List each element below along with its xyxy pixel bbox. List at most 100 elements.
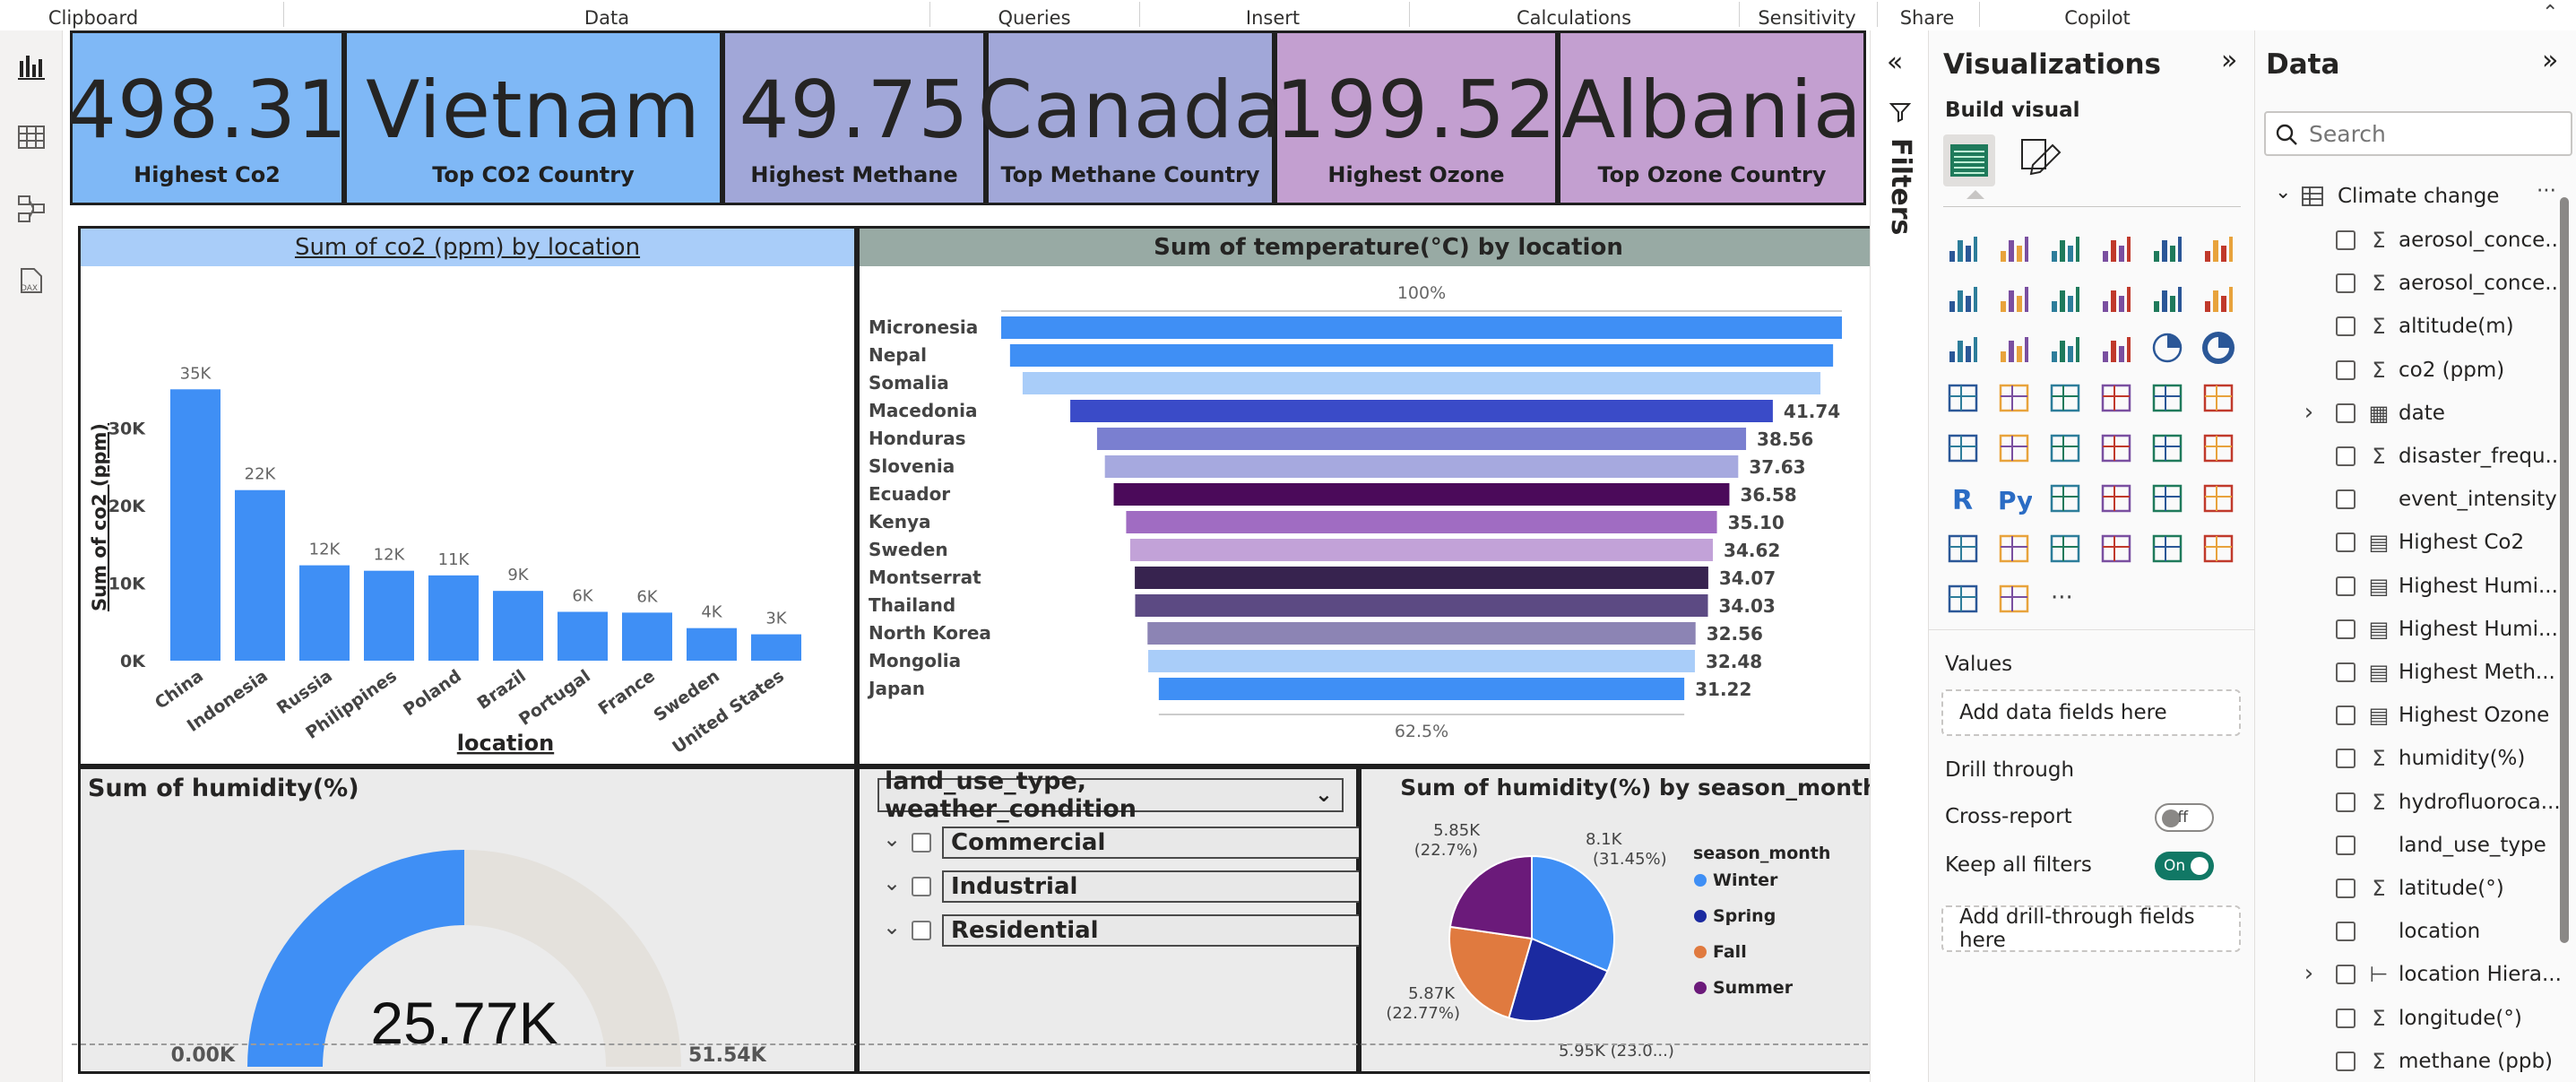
cross-report-toggle[interactable]: Off [2155, 803, 2214, 832]
field-row[interactable]: ▤ Highest Meth... [2255, 651, 2576, 694]
slicer-icon[interactable] [2098, 430, 2134, 466]
checkbox[interactable] [2336, 273, 2356, 294]
checkbox[interactable] [2336, 359, 2356, 380]
co2-by-location-chart[interactable]: Sum of co2 (ppm) by location Sum of co2 … [78, 226, 857, 766]
checkbox[interactable] [2336, 965, 2356, 985]
matrix-icon[interactable] [2200, 430, 2236, 466]
clustered-bar-icon[interactable] [2047, 229, 2083, 265]
more-visuals-icon[interactable]: ··· [2051, 584, 2073, 611]
table-view-icon[interactable] [11, 117, 52, 158]
slicer-item[interactable]: ⌄ Residential [877, 914, 1408, 948]
temperature-funnel-chart[interactable]: Sum of temperature(°C) by location 100% M… [857, 226, 1920, 766]
checkbox[interactable] [2336, 1051, 2356, 1071]
kpi-card[interactable]: 49.75 Highest Methane [722, 30, 986, 205]
r-visual-icon[interactable]: R [1945, 480, 1981, 516]
land-use-slicer[interactable]: land_use_type, weather_condition ⌄ ⌄ Comm… [857, 766, 1408, 1074]
kpi-card[interactable]: 199.52 Highest Ozone [1275, 30, 1558, 205]
kpi-card[interactable]: 498.31 Highest Co2 [66, 30, 347, 205]
checkbox[interactable] [2336, 446, 2356, 466]
100-area-icon[interactable] [2098, 280, 2134, 316]
checkbox[interactable] [2336, 1008, 2356, 1028]
paginated-report-icon[interactable] [1996, 531, 2032, 567]
scrollbar[interactable] [2560, 197, 2569, 943]
scatter-icon[interactable] [2098, 330, 2134, 366]
card-icon[interactable] [1945, 430, 1981, 466]
clustered-column-icon[interactable] [2098, 229, 2134, 265]
arcgis-icon[interactable] [2200, 531, 2236, 567]
line-chart-icon[interactable] [1945, 280, 1981, 316]
power-automate-icon[interactable] [2098, 531, 2134, 567]
key-influencers-icon[interactable] [2047, 480, 2083, 516]
100-column-icon[interactable] [2200, 229, 2236, 265]
report-view-icon[interactable] [11, 47, 52, 88]
checkbox[interactable] [2336, 705, 2356, 726]
stacked-column-icon[interactable] [1996, 229, 2032, 265]
format-visual-icon[interactable] [2017, 136, 2063, 188]
shape-map-icon[interactable] [2098, 380, 2134, 416]
checkbox[interactable] [912, 877, 931, 896]
field-row[interactable]: location [2255, 910, 2576, 953]
expand-filters-icon[interactable]: « [1887, 47, 1904, 78]
checkbox[interactable] [2336, 489, 2356, 510]
checkbox[interactable] [2336, 749, 2356, 769]
power-apps-icon[interactable] [2047, 531, 2083, 567]
humidity-by-season-pie[interactable]: Sum of humidity(%) by season_month 8.1K(… [1359, 766, 1920, 1074]
humidity-gauge[interactable]: Sum of humidity(%) 25.77K 0.00K 51.54K [78, 766, 857, 1074]
field-row[interactable]: ▤ Highest Ozone [2255, 694, 2576, 737]
fabric-icon[interactable] [1945, 581, 1981, 617]
map-icon[interactable] [1996, 380, 2032, 416]
table-icon[interactable] [2149, 430, 2185, 466]
checkbox[interactable] [2336, 835, 2356, 855]
drill-through-drop-zone[interactable]: Add drill-through fields here [1941, 905, 2241, 952]
checkbox[interactable] [912, 833, 931, 853]
chevron-down-icon[interactable]: ⌄ [883, 870, 902, 896]
field-row[interactable]: land_use_type [2255, 824, 2576, 867]
pie-icon[interactable] [2149, 330, 2185, 366]
gauge-icon[interactable] [2200, 380, 2236, 416]
checkbox[interactable] [2336, 879, 2356, 898]
field-row[interactable]: ▤ Highest Humi... [2255, 565, 2576, 608]
area-chart-icon[interactable] [1996, 280, 2032, 316]
waterfall-icon[interactable] [1996, 330, 2032, 366]
donut-icon[interactable] [2200, 330, 2236, 366]
checkbox[interactable] [2336, 619, 2356, 639]
chevron-down-icon[interactable]: ⌄ [2275, 181, 2292, 203]
chevron-down-icon[interactable]: ⌄ [1314, 782, 1333, 807]
more-options-icon[interactable]: ··· [2537, 179, 2556, 203]
chevron-right-icon[interactable]: › [2304, 960, 2314, 988]
python-visual-icon[interactable]: Py [1996, 480, 2033, 516]
stacked-bar-icon[interactable] [1945, 229, 1981, 265]
narrative-icon[interactable] [2200, 480, 2236, 516]
checkbox[interactable] [2336, 922, 2356, 942]
table-climate-change[interactable]: ⌄ Climate change ··· [2255, 174, 2576, 217]
chevron-down-icon[interactable]: ⌄ [883, 827, 902, 852]
kpi-card[interactable]: Albania Top Ozone Country [1558, 30, 1866, 205]
field-row[interactable]: ▤ Highest Humi... [2255, 608, 2576, 651]
search-box[interactable] [2264, 111, 2572, 156]
collapse-pane-icon[interactable]: » [2542, 45, 2559, 76]
slicer-item[interactable]: ⌄ Commercial [877, 827, 1408, 861]
checkbox[interactable] [2336, 792, 2356, 812]
build-visual-icon[interactable] [1943, 134, 1995, 186]
collapse-ribbon-icon[interactable]: ⌃ [2542, 2, 2559, 24]
chevron-icon[interactable] [1996, 581, 2032, 617]
checkbox[interactable] [2336, 532, 2356, 553]
chevron-down-icon[interactable]: ⌄ [883, 914, 902, 939]
kpi-card[interactable]: Canada Top Methane Country [978, 30, 1282, 205]
checkbox[interactable] [2336, 662, 2356, 682]
dax-query-view-icon[interactable]: DAX [11, 260, 52, 301]
checkbox[interactable] [2336, 576, 2356, 596]
kpi-card[interactable]: Vietnam Top CO2 Country [344, 30, 722, 205]
model-view-icon[interactable] [11, 188, 52, 229]
checkbox[interactable] [2336, 230, 2356, 250]
checkbox[interactable] [912, 921, 931, 940]
keep-filters-toggle[interactable]: On [2155, 852, 2214, 880]
